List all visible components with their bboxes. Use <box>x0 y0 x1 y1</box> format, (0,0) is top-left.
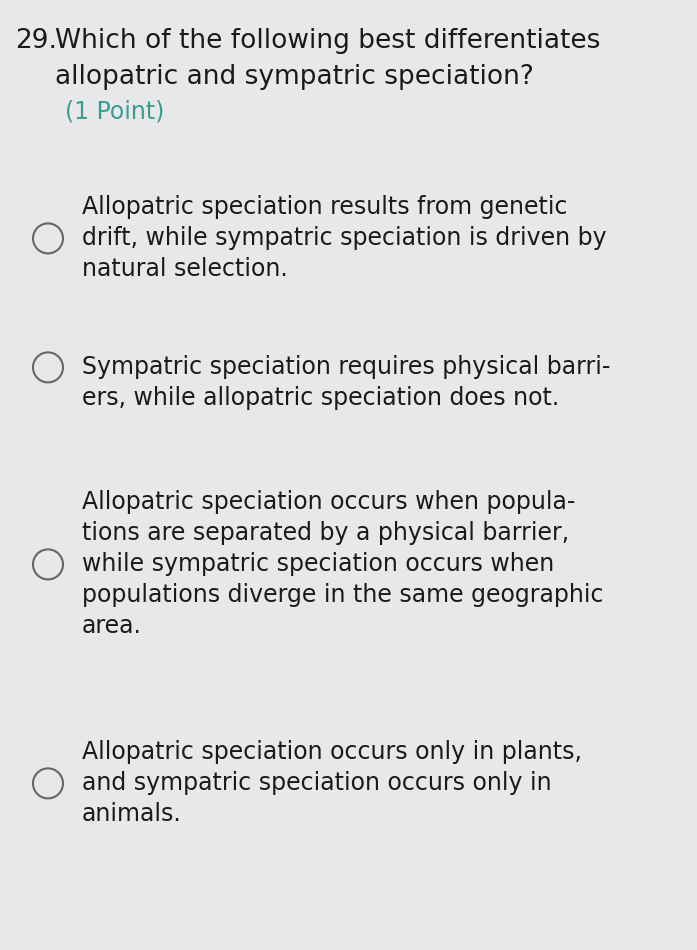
Text: tions are separated by a physical barrier,: tions are separated by a physical barrie… <box>82 521 569 545</box>
Text: and sympatric speciation occurs only in: and sympatric speciation occurs only in <box>82 771 551 795</box>
Text: Allopatric speciation results from genetic: Allopatric speciation results from genet… <box>82 195 567 219</box>
Text: Which of the following best differentiates: Which of the following best differentiat… <box>55 28 600 54</box>
Text: (1 Point): (1 Point) <box>65 100 164 124</box>
Text: ers, while allopatric speciation does not.: ers, while allopatric speciation does no… <box>82 386 559 410</box>
Text: drift, while sympatric speciation is driven by: drift, while sympatric speciation is dri… <box>82 226 606 250</box>
Text: Allopatric speciation occurs when popula-: Allopatric speciation occurs when popula… <box>82 490 576 514</box>
Text: while sympatric speciation occurs when: while sympatric speciation occurs when <box>82 552 554 576</box>
Text: area.: area. <box>82 614 142 638</box>
Text: allopatric and sympatric speciation?: allopatric and sympatric speciation? <box>55 64 534 90</box>
Text: animals.: animals. <box>82 802 182 826</box>
Text: Sympatric speciation requires physical barri-: Sympatric speciation requires physical b… <box>82 355 611 379</box>
Text: natural selection.: natural selection. <box>82 257 288 281</box>
Text: Allopatric speciation occurs only in plants,: Allopatric speciation occurs only in pla… <box>82 740 582 764</box>
Text: 29.: 29. <box>15 28 57 54</box>
Text: populations diverge in the same geographic: populations diverge in the same geograph… <box>82 583 604 607</box>
